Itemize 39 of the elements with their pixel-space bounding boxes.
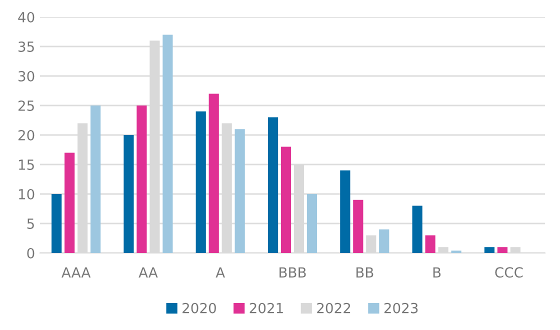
y-tick-label: 30: [18, 70, 34, 82]
y-tick-label: 40: [18, 12, 34, 22]
legend-label: 2022: [317, 302, 350, 314]
bar: [484, 247, 494, 253]
bar: [425, 235, 436, 253]
x-tick-label: A: [216, 267, 225, 278]
bar: [196, 111, 206, 253]
legend-label: 2023: [384, 302, 418, 314]
x-tick-label: AA: [138, 267, 158, 278]
y-tick-label: 10: [18, 188, 34, 200]
x-tick-label: AAA: [62, 267, 91, 278]
bar: [52, 194, 62, 253]
bar: [136, 106, 147, 253]
bar: [64, 152, 75, 253]
bar: [90, 106, 101, 253]
y-tick-label: 0: [27, 248, 34, 258]
y-tick-label: 20: [18, 130, 34, 140]
bar: [353, 200, 364, 253]
bar: [412, 206, 422, 253]
x-tick-label: BBB: [280, 267, 306, 278]
bar: [208, 94, 219, 253]
x-tick-label: BB: [356, 267, 374, 278]
bar: [497, 247, 508, 253]
y-tick-label: 35: [18, 41, 34, 52]
bar: [340, 170, 350, 253]
bar: [162, 34, 173, 253]
y-tick-label: 25: [18, 100, 34, 111]
bar: [379, 229, 390, 253]
bar: [306, 194, 318, 253]
bar: [234, 129, 245, 253]
legend-label: 2021: [250, 302, 283, 314]
bar: [268, 117, 278, 253]
y-tick-label: 15: [18, 160, 34, 170]
bar: [124, 135, 134, 253]
y-tick-label: 5: [27, 218, 34, 229]
x-tick-label: CCC: [495, 267, 523, 278]
legend-label: 2020: [182, 302, 216, 314]
bar: [280, 146, 292, 253]
x-tick-label: B: [433, 267, 441, 278]
